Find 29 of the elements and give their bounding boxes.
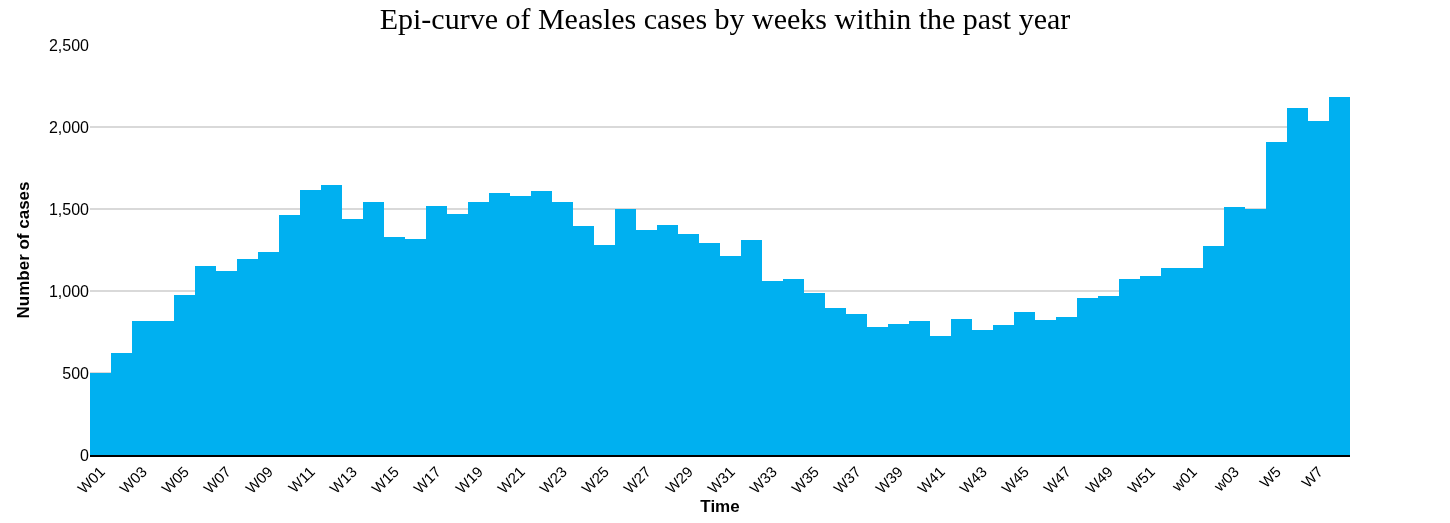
x-tick-label: w01 [1167, 462, 1200, 496]
y-tick-label: 1,000 [48, 282, 90, 300]
x-tick-label: W03 [116, 462, 150, 497]
x-tick-label: W49 [1082, 462, 1116, 497]
x-tick-label: W7 [1297, 462, 1326, 491]
x-tick-label: W13 [326, 462, 360, 497]
x-tick-label: W33 [746, 462, 780, 497]
x-tick-label: W19 [452, 462, 486, 497]
y-tick-label: 0 [80, 446, 90, 464]
x-tick-label: W29 [662, 462, 696, 497]
x-tick-label: W11 [284, 462, 318, 496]
x-tick-label: W51 [1124, 462, 1158, 497]
y-tick-label: 500 [62, 364, 90, 382]
x-axis-title: Time [700, 496, 740, 516]
y-axis-title: Number of cases [13, 181, 33, 319]
x-tick-label: W23 [536, 462, 570, 497]
chart-title: Epi-curve of Measles cases by weeks within the past year [379, 1, 1071, 35]
x-tick-label: W5 [1255, 462, 1284, 491]
x-tick-label: W41 [914, 462, 948, 497]
x-tick-label: W31 [704, 462, 738, 497]
x-tick-label: W01 [74, 462, 108, 497]
x-tick-label: w03 [1209, 462, 1242, 496]
x-tick-label: W09 [242, 462, 276, 497]
y-tick-label: 1,500 [48, 200, 90, 218]
x-tick-label: W21 [494, 462, 528, 497]
x-tick-label: W39 [872, 462, 906, 497]
y-tick-label: 2,500 [48, 36, 90, 54]
x-tick-label: W43 [956, 462, 990, 497]
y-tick-label: 2,000 [48, 118, 90, 136]
